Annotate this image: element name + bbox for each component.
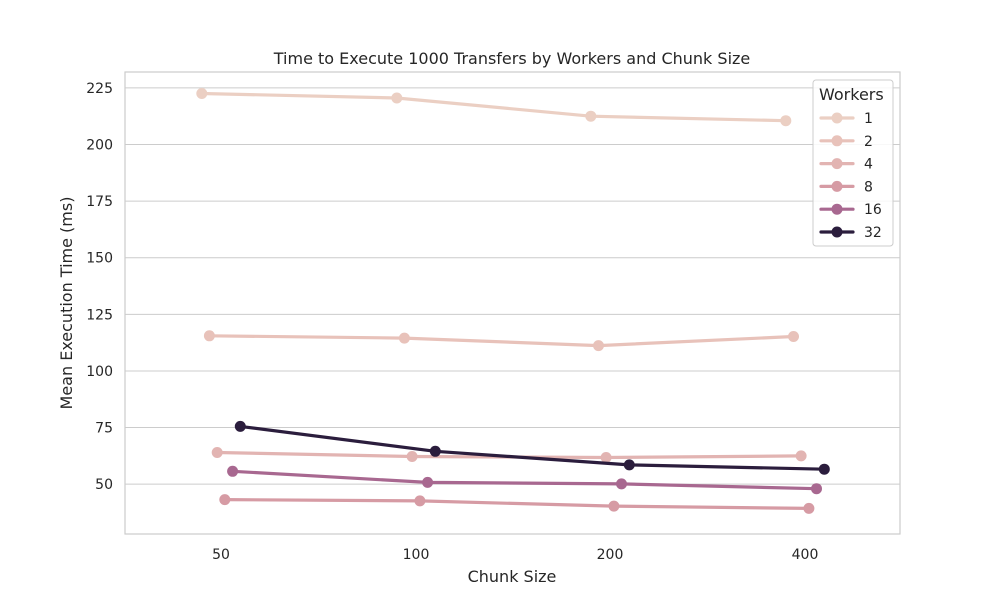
- data-point: [211, 447, 223, 458]
- legend-item: 1: [819, 111, 873, 127]
- legend-item: 16: [819, 202, 882, 218]
- data-point: [414, 495, 426, 507]
- data-point: [196, 88, 208, 99]
- data-point: [803, 502, 815, 514]
- y-tick-label: 150: [86, 251, 113, 267]
- x-tick-labels: 50 100 200 400: [212, 547, 818, 563]
- x-tick-label: 400: [792, 547, 819, 563]
- data-point: [234, 420, 246, 432]
- x-tick-label: 200: [597, 547, 624, 563]
- legend-marker: [831, 112, 843, 124]
- series-32: [234, 420, 830, 475]
- data-point: [600, 452, 612, 463]
- plot-frame: [124, 71, 901, 535]
- legend-marker: [831, 180, 843, 192]
- data-point: [219, 494, 231, 506]
- data-point: [227, 465, 239, 477]
- data-point: [795, 450, 807, 462]
- legend-marker: [831, 158, 843, 170]
- y-axis-label: Mean Execution Time (ms): [57, 197, 76, 410]
- series-8: [219, 494, 815, 514]
- legend-item: 8: [819, 179, 873, 195]
- data-point: [429, 445, 441, 457]
- legend-item: 4: [819, 157, 873, 173]
- y-tick-labels: 50 75 100 125 150 175 200 225: [86, 81, 113, 493]
- data-point: [593, 340, 604, 352]
- data-point: [391, 92, 403, 104]
- series-line: [207, 334, 796, 348]
- series-line: [200, 91, 788, 123]
- legend-item: 32: [819, 225, 882, 241]
- legend-title: Workers: [819, 85, 884, 104]
- data-point: [398, 332, 410, 344]
- series-1: [196, 88, 792, 127]
- legend-label: 8: [864, 179, 873, 195]
- y-tick-label: 175: [86, 194, 113, 210]
- legend-item: 2: [819, 134, 873, 150]
- data-point: [422, 476, 434, 488]
- legend-marker: [831, 135, 843, 147]
- data-point: [788, 331, 799, 342]
- data-point: [406, 451, 418, 462]
- legend-label: 4: [864, 157, 873, 173]
- data-point: [616, 478, 627, 490]
- legend-label: 32: [864, 225, 882, 241]
- series-line: [238, 424, 826, 471]
- legend-label: 16: [864, 202, 882, 218]
- legend-label: 2: [864, 134, 873, 150]
- chart-title: Time to Execute 1000 Transfers by Worker…: [273, 49, 751, 68]
- x-tick-label: 50: [212, 547, 230, 563]
- data-point: [811, 483, 822, 495]
- legend-marker: [831, 226, 843, 238]
- y-tick-label: 225: [86, 81, 113, 97]
- y-tick-label: 125: [86, 307, 113, 323]
- data-point: [608, 500, 620, 512]
- y-tick-label: 200: [86, 137, 113, 153]
- data-point: [585, 110, 597, 122]
- x-axis-label: Chunk Size: [468, 567, 557, 586]
- data-point: [623, 459, 635, 471]
- series-lines: [196, 88, 830, 514]
- x-tick-label: 100: [403, 547, 430, 563]
- legend-items: 1 2 4 8 16 32: [819, 111, 882, 241]
- data-point: [780, 115, 792, 127]
- series-line: [231, 469, 819, 491]
- legend-label: 1: [864, 111, 873, 127]
- data-point: [203, 330, 215, 342]
- y-tick-label: 50: [95, 477, 113, 493]
- y-tick-label: 75: [95, 421, 113, 437]
- data-point: [818, 463, 830, 475]
- series-2: [203, 330, 799, 352]
- series-16: [227, 465, 822, 495]
- legend-marker: [831, 203, 843, 215]
- legend: Workers 1 2 4 8 16 32: [812, 79, 894, 247]
- series-line: [223, 498, 811, 510]
- y-tick-label: 100: [86, 364, 113, 380]
